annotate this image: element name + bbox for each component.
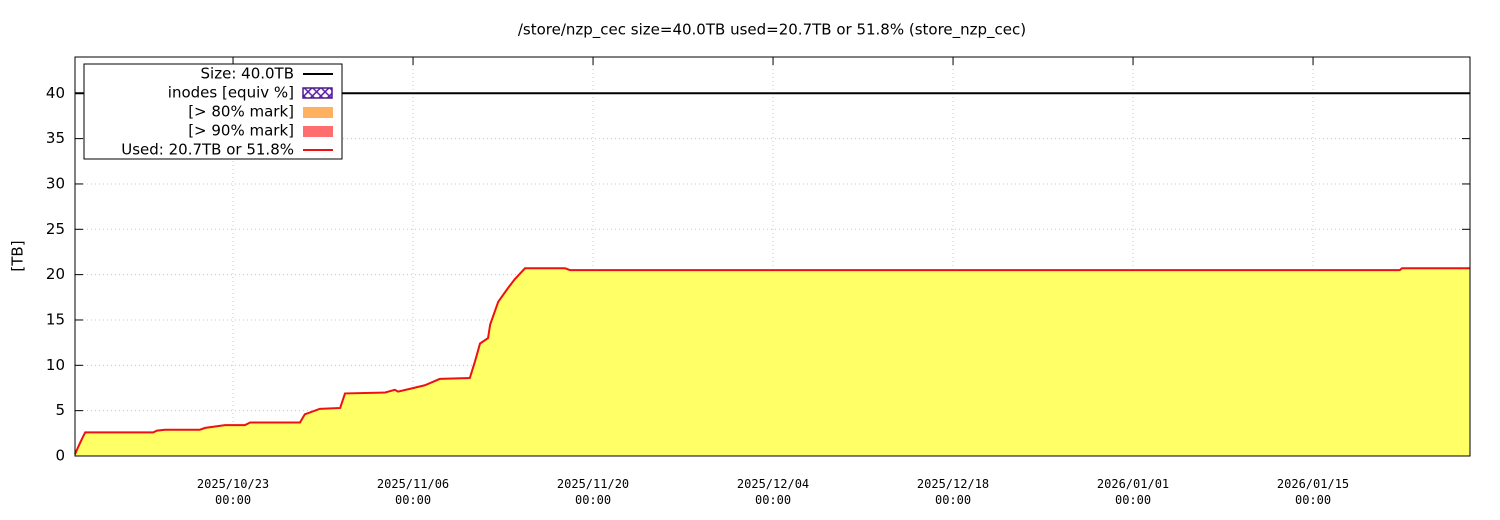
legend-label: Used: 20.7TB or 51.8% (121, 141, 294, 159)
chart-title: /store/nzp_cec size=40.0TB used=20.7TB o… (518, 21, 1026, 40)
legend-swatch (302, 87, 333, 99)
y-tick-label: 5 (55, 401, 65, 419)
series-line (74, 267, 1470, 455)
y-tick-label: 40 (46, 84, 65, 102)
x-tick-label: 2025/10/23 00:00 (197, 477, 269, 507)
legend-label: Size: 40.0TB (201, 65, 294, 83)
plot-frame (74, 56, 1471, 457)
legend-label: inodes [equiv %] (168, 84, 294, 102)
y-tick-label: 25 (46, 220, 65, 238)
x-tick-label: 2025/11/20 00:00 (557, 477, 629, 507)
area (75, 268, 1470, 456)
legend-swatch (303, 126, 333, 137)
y-tick-label: 30 (46, 174, 65, 192)
y-axis-label: [TB] (9, 240, 27, 271)
y-tick-label: 15 (46, 310, 65, 328)
legend-swatch (303, 107, 333, 118)
x-tick-label: 2025/12/18 00:00 (917, 477, 989, 507)
x-tick-label: 2025/12/04 00:00 (737, 477, 809, 507)
x-tick-label: 2025/11/06 00:00 (377, 477, 449, 507)
y-tick-label: 20 (46, 265, 65, 283)
y-tick-label: 0 (55, 447, 65, 465)
legend-label: [> 90% mark] (188, 122, 294, 140)
x-tick-label: 2026/01/01 00:00 (1097, 477, 1169, 507)
legend-box (83, 63, 343, 160)
x-tick-label: 2026/01/15 00:00 (1277, 477, 1349, 507)
y-tick-label: 10 (46, 356, 65, 374)
y-tick-label: 35 (46, 129, 65, 147)
legend-label: [> 80% mark] (188, 103, 294, 121)
